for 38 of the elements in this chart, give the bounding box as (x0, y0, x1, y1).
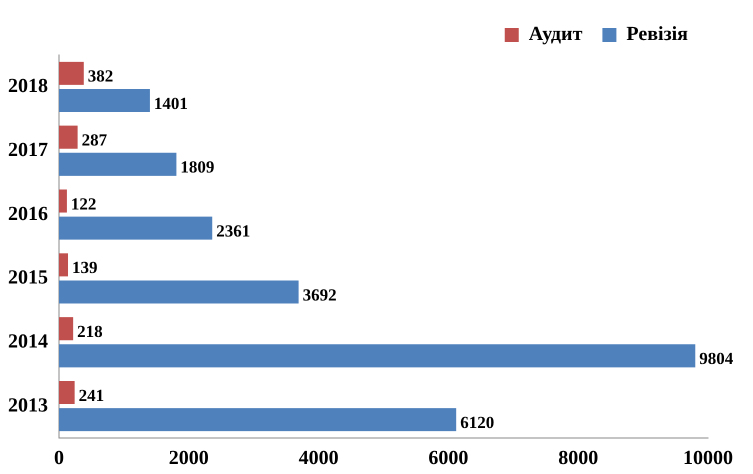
y-tick-label: 2015 (8, 266, 48, 289)
bar (59, 317, 74, 340)
bar (59, 189, 67, 213)
bar (59, 152, 176, 176)
bar (59, 380, 75, 404)
y-tick-label: 2016 (8, 202, 48, 225)
data-label: 382 (88, 66, 114, 86)
data-label: 2361 (216, 222, 250, 241)
data-label: 1809 (180, 158, 214, 177)
x-tick-label: 8000 (558, 447, 598, 470)
bar (59, 62, 84, 85)
x-tick-label: 2000 (168, 447, 209, 470)
bar (59, 88, 150, 112)
bar (59, 216, 212, 240)
bar (59, 253, 68, 276)
y-tick-label: 2018 (8, 75, 48, 98)
data-label: 1401 (154, 94, 188, 113)
bar (59, 126, 78, 149)
bar (59, 344, 696, 368)
bar (59, 408, 456, 432)
y-tick-label: 2013 (8, 394, 48, 416)
data-label: 287 (82, 130, 108, 150)
x-tick-label: 10000 (683, 447, 733, 470)
data-label: 6120 (460, 413, 494, 432)
data-label: 9804 (699, 349, 734, 368)
y-tick-label: 2017 (8, 138, 48, 161)
legend-label: Ревізія (626, 23, 688, 46)
x-tick-label: 6000 (428, 447, 468, 470)
bar (59, 280, 299, 304)
x-tick-label: 4000 (298, 447, 339, 470)
x-tick-label: 0 (54, 447, 64, 470)
data-label: 122 (70, 194, 96, 214)
data-label: 241 (78, 386, 104, 405)
data-label: 3692 (302, 285, 337, 304)
data-label: 218 (77, 322, 103, 342)
legend-label: Аудит (528, 23, 583, 46)
y-tick-label: 2014 (8, 330, 48, 352)
data-label: 139 (72, 258, 98, 278)
